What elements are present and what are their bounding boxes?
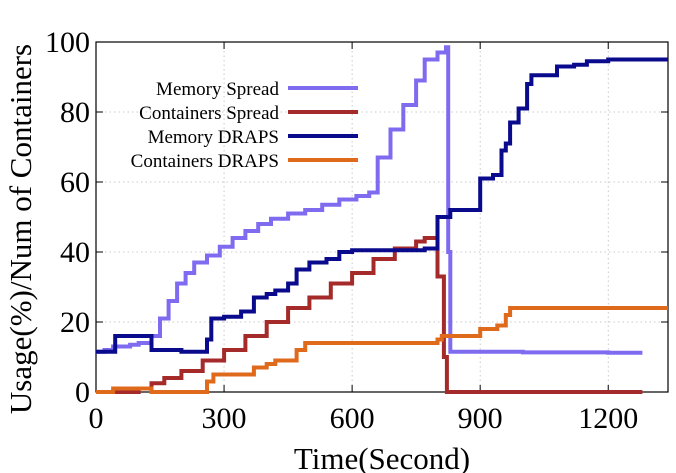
legend-label: Memory Spread	[156, 79, 279, 100]
series-line-3	[96, 306, 668, 394]
plot-area	[95, 41, 669, 393]
axis-ticks: 0 20 40 60 80 100 0 300 600 900 1200	[45, 26, 668, 435]
y-tick-label: 80	[60, 96, 90, 129]
series-line-1	[96, 236, 643, 394]
y-tick-label: 100	[45, 26, 90, 59]
y-axis-title: Usage(%)/Num of Containers	[3, 44, 38, 414]
x-tick-label: 900	[458, 402, 503, 435]
series-lines	[96, 45, 668, 394]
y-tick-label: 20	[60, 306, 90, 339]
x-tick-label: 600	[330, 402, 375, 435]
x-tick-label: 1200	[578, 402, 638, 435]
y-tick-label: 0	[75, 376, 90, 409]
y-tick-label: 60	[60, 166, 90, 199]
legend-label: Containers Spread	[139, 103, 279, 124]
series-line-2	[96, 57, 668, 354]
series-line-0	[96, 45, 643, 355]
x-tick-label: 300	[202, 402, 247, 435]
legend-label: Memory DRAPS	[148, 127, 279, 148]
x-tick-label: 0	[89, 402, 104, 435]
y-tick-label: 40	[60, 236, 90, 269]
legend: Memory Spread Containers Spread Memory DRA…	[131, 79, 358, 172]
legend-label: Containers DRAPS	[131, 151, 279, 172]
x-axis-title: Time(Second)	[294, 441, 470, 473]
